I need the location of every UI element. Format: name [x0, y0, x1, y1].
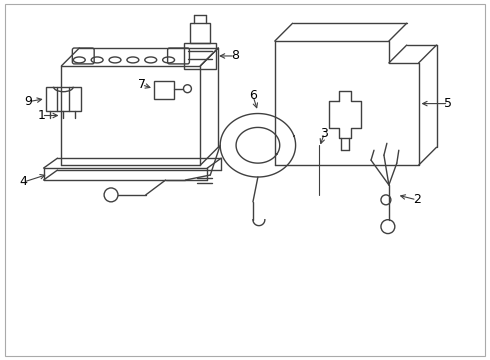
- Text: 3: 3: [320, 127, 328, 140]
- Text: 9: 9: [24, 95, 33, 108]
- Text: 1: 1: [38, 109, 46, 122]
- Text: 4: 4: [20, 175, 27, 189]
- Text: 8: 8: [231, 49, 239, 63]
- Text: 5: 5: [444, 97, 452, 110]
- Text: 6: 6: [249, 89, 257, 102]
- Text: 2: 2: [413, 193, 420, 206]
- Text: 7: 7: [138, 78, 146, 91]
